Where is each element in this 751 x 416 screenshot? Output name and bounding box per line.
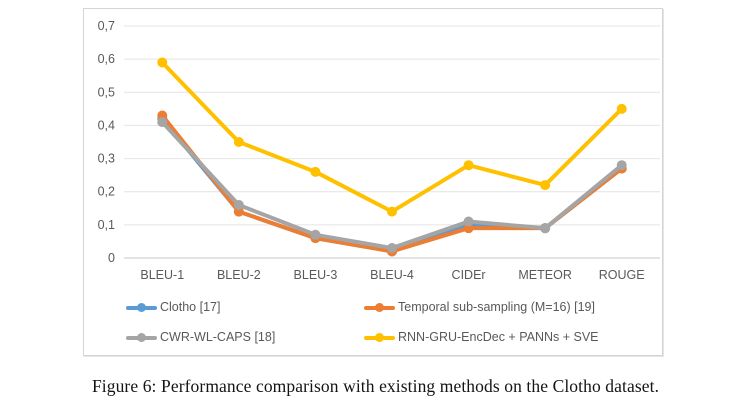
y-tick-label: 0,1 [98,218,115,232]
x-tick-label: METEOR [518,268,571,282]
series-line [160,120,624,251]
x-tick-label: BLEU-4 [370,268,414,282]
legend-item: RNN-GRU-EncDec + PANNs + SVE [364,331,651,344]
series-2 [157,117,627,254]
chart-legend: Clotho [17] Temporal sub-sampling (M=16) … [126,301,651,344]
x-axis-labels: BLEU-1 BLEU-2 BLEU-3 BLEU-4 CIDEr METEOR ROUGE [140,268,644,282]
legend-item: Clotho [17] [126,301,364,314]
series-line [160,60,624,214]
chart-frame: 0 0,1 0,2 0,3 0,4 0,5 0,6 0,7 BLEU-1 BLEU-2 BLEU-3… [83,8,663,356]
line-chart: 0 0,1 0,2 0,3 0,4 0,5 0,6 0,7 BLEU-1 BLEU-2 BLEU-3… [98,19,660,282]
data-point [387,243,397,254]
y-tick-label: 0,6 [98,52,115,66]
data-point [233,199,244,210]
data-point [540,180,551,191]
gridlines: 0 0,1 0,2 0,3 0,4 0,5 0,6 0,7 [98,19,660,265]
y-tick-label: 0 [108,251,115,265]
legend-label: CWR-WL-CAPS [18] [160,330,276,344]
data-point [616,103,627,114]
data-point [310,166,321,177]
legend-label: Temporal sub-sampling (M=16) [19] [398,300,595,314]
y-tick-label: 0,5 [98,85,115,99]
data-point [463,216,474,227]
x-tick-label: BLEU-1 [140,268,184,282]
y-tick-label: 0,3 [98,152,115,166]
legend-line-marker-icon [364,302,395,313]
data-point [157,117,168,128]
x-tick-label: BLEU-2 [217,268,261,282]
legend-line-marker-icon [364,332,395,343]
data-point [463,160,474,171]
legend-item: Temporal sub-sampling (M=16) [19] [364,301,651,314]
series-0 [157,113,627,257]
legend-item: CWR-WL-CAPS [18] [126,331,364,344]
data-point [387,206,397,217]
figure-caption: Figure 6: Performance comparison with ex… [91,376,660,396]
series-line [160,116,624,254]
data-point [616,160,627,171]
y-tick-label: 0,2 [98,185,115,199]
x-tick-label: CIDEr [452,268,486,282]
y-tick-label: 0,4 [98,118,115,132]
legend-label: Clotho [17] [160,300,221,314]
y-tick-label: 0,7 [98,19,115,33]
data-point [310,229,321,240]
legend-line-marker-icon [126,332,157,343]
data-point [233,137,244,147]
x-tick-label: BLEU-3 [294,268,338,282]
legend-label: RNN-GRU-EncDec + PANNs + SVE [398,330,599,344]
series-3 [157,57,627,217]
x-tick-label: ROUGE [599,268,645,282]
legend-line-marker-icon [126,302,157,313]
data-point [157,57,168,68]
data-point [540,223,551,234]
